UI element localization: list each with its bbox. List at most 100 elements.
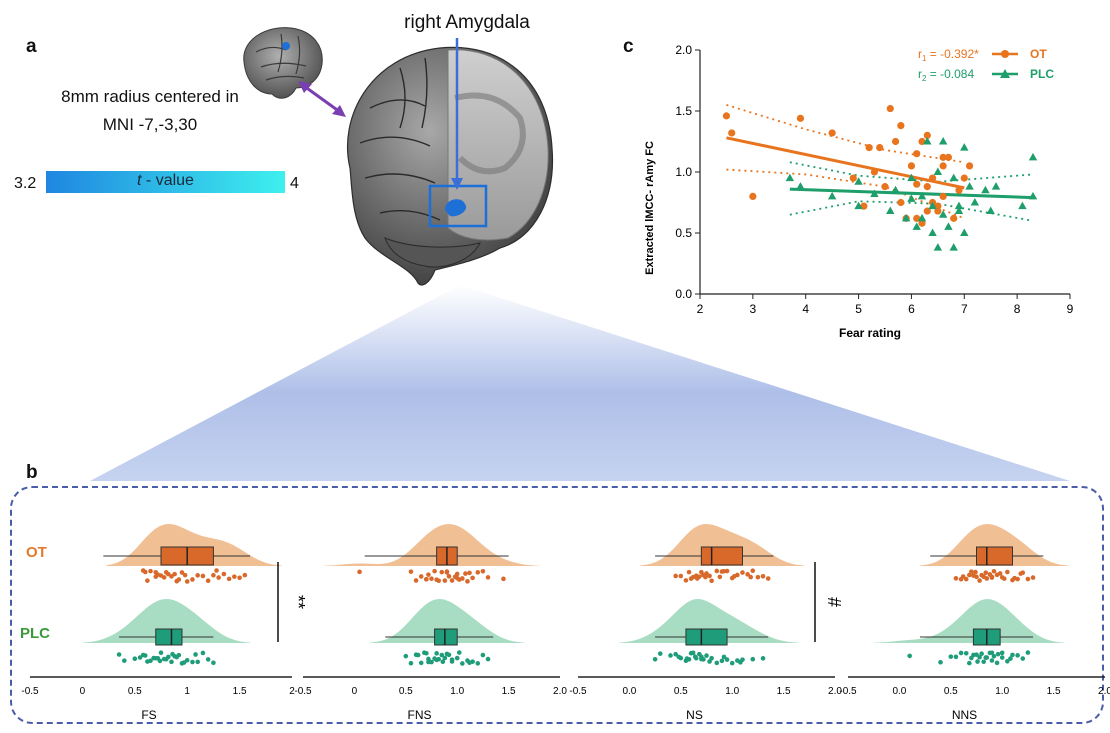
ot-rain-dot [694, 576, 700, 581]
ot-rain-dot [408, 569, 414, 574]
double-arrow-icon [298, 81, 346, 117]
plc-rain-dot [684, 656, 690, 661]
plc-data-point [949, 173, 958, 182]
plc-rain-dot [176, 652, 182, 658]
ot-rain-dot [983, 570, 989, 575]
y-tick-label: 0.5 [675, 226, 692, 240]
raincloud-tick-label: -0.5 [569, 686, 587, 697]
significance-ns: # [814, 562, 844, 642]
plc-data-point [917, 213, 927, 222]
ot-rain-dot [161, 575, 167, 580]
plc-rain-dot [719, 658, 725, 664]
seed-description-line1: 8mm radius centered in [61, 87, 239, 106]
plc-rain-dot [446, 652, 452, 658]
plc-rain-dot [169, 659, 174, 665]
plc-rain-dot [190, 659, 195, 665]
plc-rain-dot [454, 655, 460, 661]
ot-rain-dot [454, 571, 460, 577]
plc-rain-dot [974, 652, 979, 657]
x-tick-label: 4 [802, 302, 809, 316]
ot-rain-dot [1018, 571, 1024, 576]
plc-data-point [907, 173, 916, 182]
plc-rain-dot [211, 660, 216, 666]
ot-rain-dot [200, 573, 206, 579]
plc-rain-dot [475, 661, 481, 666]
ot-rain-dot [721, 568, 727, 574]
ot-rain-dot [460, 576, 465, 581]
projection-cone [90, 285, 1070, 481]
x-tick-label: 9 [1067, 302, 1074, 316]
plc-rain-dot [690, 650, 696, 656]
plc-rain-dot [460, 661, 465, 666]
colorbar-min-label: 3.2 [14, 175, 37, 192]
raincloud-tick-label: 1.0 [725, 686, 739, 697]
x-tick-label: 8 [1014, 302, 1021, 316]
plc-rain-dot [440, 659, 446, 664]
raincloud-tick-label: 2.0 [1098, 686, 1110, 697]
plc-data-point [949, 243, 958, 251]
plc-rain-dot [750, 656, 756, 662]
ot-rain-dot [467, 570, 472, 576]
raincloud-charts: -0.5 0 0.5 1 1.5 2 FS -0.5 0 0.5 1.0 1.5 2.0 FNS -0.5 0… [21, 524, 1110, 722]
ot-data-point [923, 207, 931, 215]
raincloud-tick-label: 2.0 [828, 686, 842, 697]
legend-name-plc: PLC [1030, 67, 1054, 81]
plc-data-point [986, 206, 995, 215]
plc-data-point [938, 210, 948, 218]
ot-rain-dot [750, 568, 756, 574]
ot-rain-dot [426, 572, 431, 577]
raincloud-tick-label: 2.0 [553, 686, 567, 697]
small-brain-image [243, 27, 323, 99]
ot-data-point [939, 192, 947, 200]
ot-rain-dot [485, 575, 491, 580]
plc-rain-dot [676, 654, 682, 660]
x-tick-label: 2 [697, 302, 704, 316]
ot-rain-dot [221, 571, 227, 577]
plc-rain-dot [408, 660, 414, 666]
ot-rain-dot [683, 578, 689, 583]
plc-data-point [928, 228, 937, 236]
plc-rain-dot [989, 658, 995, 663]
plc-data-point [960, 228, 969, 236]
ot-rain-dot [232, 574, 237, 579]
ot-ci-upper-line [726, 104, 965, 164]
ot-rain-dot [475, 570, 481, 575]
ot-rain-dot [463, 571, 468, 576]
plc-rain-dot [991, 653, 997, 659]
significance-fs: ** [277, 562, 308, 642]
y-axis-label: Extracted lMCC- rAmy FC [644, 141, 656, 275]
raincloud-x-label: NNS [952, 708, 977, 722]
ot-rain-dot [1025, 576, 1031, 582]
ot-rain-dot [1005, 569, 1010, 575]
plc-rain-dot [729, 660, 735, 666]
ot-rain-dot [226, 576, 232, 582]
legend-marker-ot [1001, 50, 1009, 58]
ot-data-point [955, 186, 963, 194]
ot-rain-dot [731, 574, 737, 579]
ot-rain-dot [967, 572, 972, 578]
plc-box [434, 628, 458, 646]
ot-rain-dot [184, 579, 190, 584]
raincloud-tick-label: -0.5 [294, 686, 312, 697]
raincloud-tick-label: 1.5 [502, 686, 516, 697]
ot-rain-dot [424, 576, 429, 582]
plc-rain-dot [181, 660, 187, 665]
ot-rain-dot [436, 578, 441, 584]
plc-data-point [917, 191, 927, 200]
ot-rain-dot [717, 574, 723, 580]
plc-data-point [970, 198, 980, 206]
ot-data-point [796, 114, 805, 122]
region-title: right Amygdala [404, 12, 530, 33]
ot-rain-dot [176, 577, 182, 582]
ot-data-point [913, 180, 921, 188]
plc-box [685, 628, 728, 646]
ot-rain-dot [1001, 576, 1007, 581]
ot-data-point [897, 198, 905, 207]
plc-rain-dot [434, 657, 439, 663]
plc-rain-dot [977, 654, 982, 660]
raincloud-tick-label: 0.0 [892, 686, 906, 697]
ot-rain-dot [442, 578, 448, 583]
plc-density-cloud [369, 599, 525, 643]
plc-rain-dot [418, 660, 424, 666]
raincloud-tick-label: 2 [289, 686, 295, 697]
